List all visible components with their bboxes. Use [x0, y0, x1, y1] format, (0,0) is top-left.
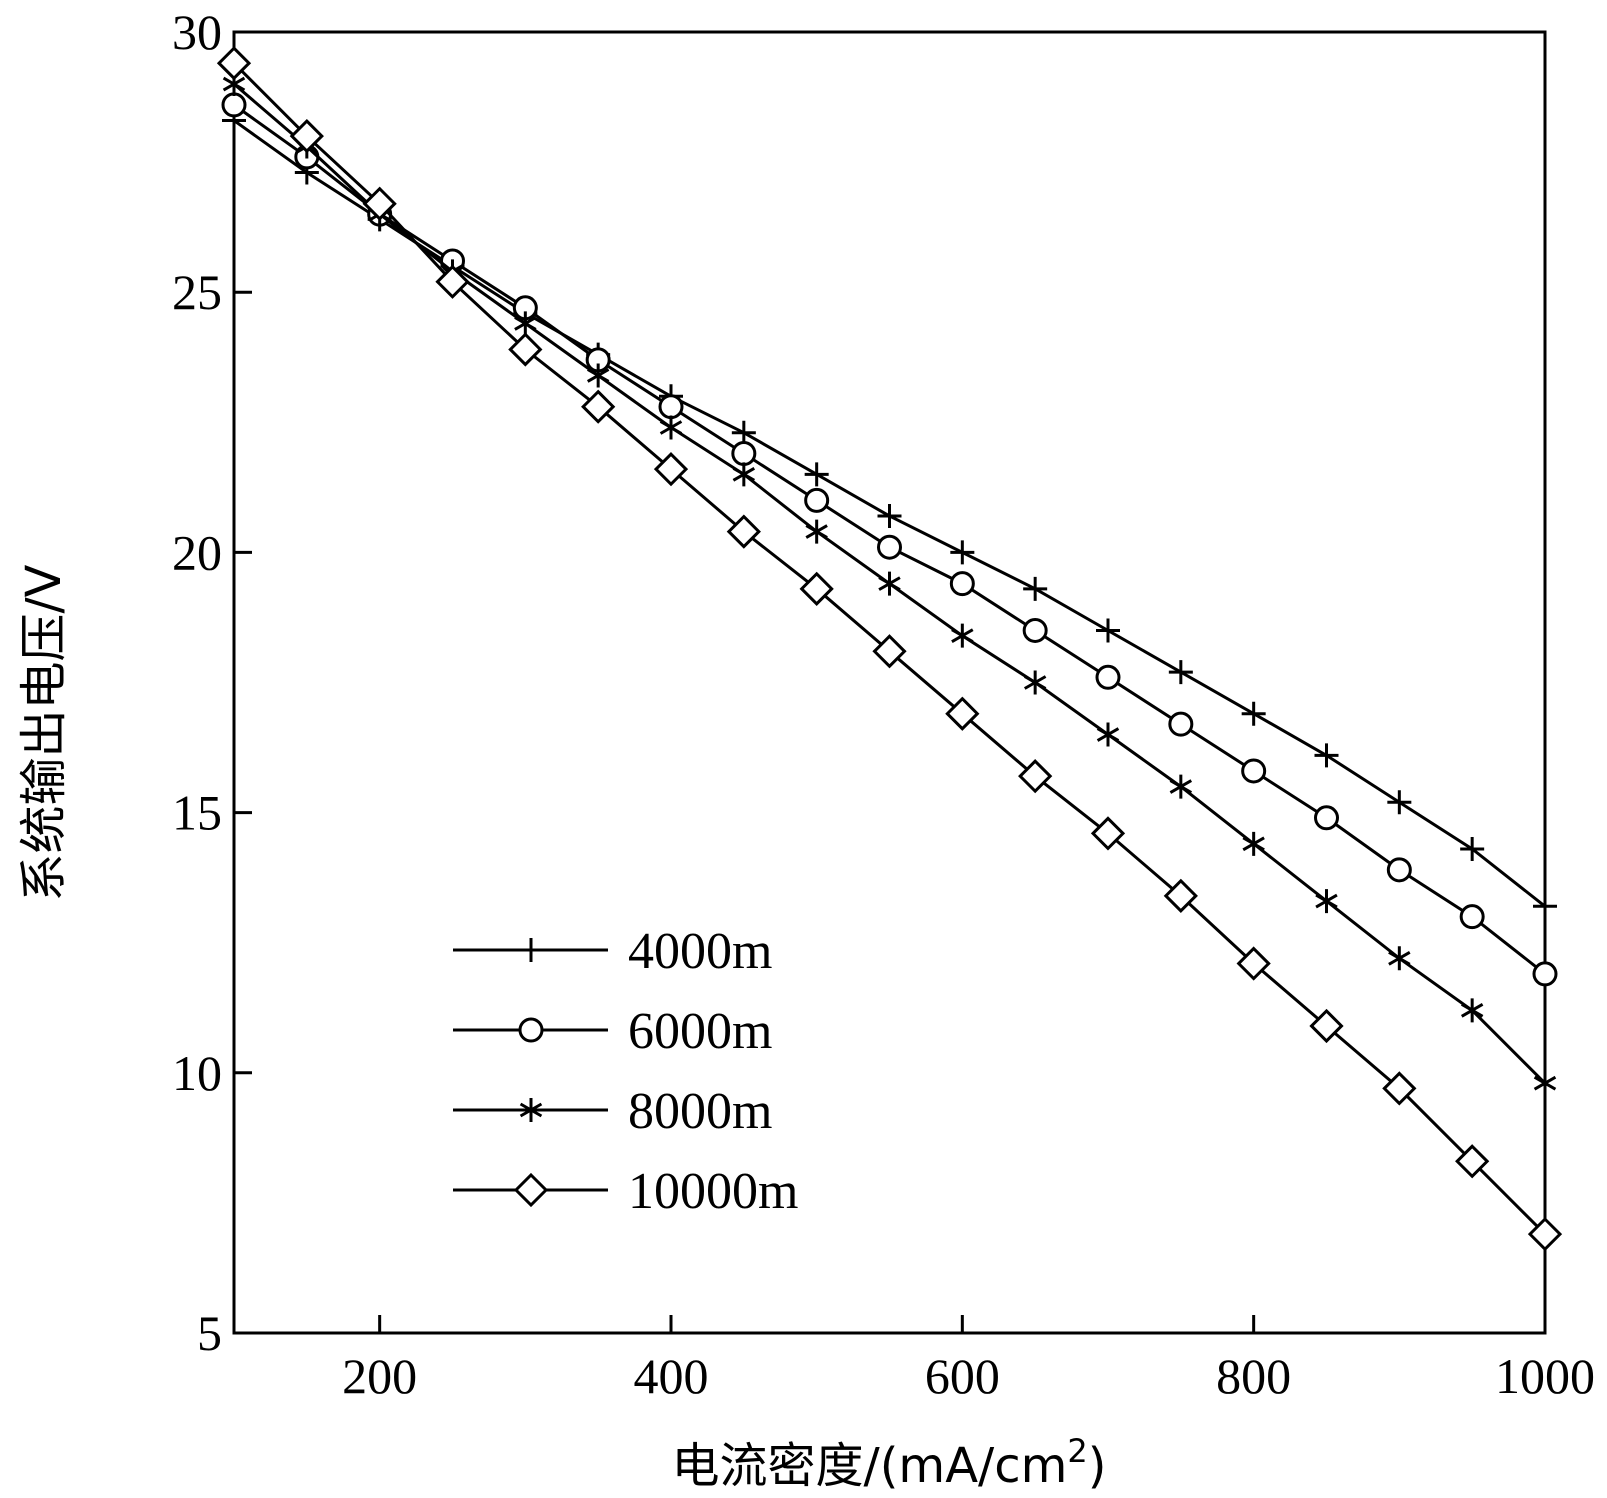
data-point: [872, 634, 907, 669]
data-point: [1527, 1216, 1563, 1252]
data-point: [1241, 758, 1267, 784]
data-point: [945, 696, 980, 731]
data-point: [1241, 701, 1266, 726]
data-point: [435, 264, 470, 299]
data-point: [878, 571, 901, 596]
data-point: [1315, 889, 1338, 914]
series-6000m: [221, 92, 1558, 987]
y-tick-label: 20: [172, 524, 222, 580]
data-point: [653, 452, 689, 487]
data-point: [731, 441, 757, 467]
plot-frame: [232, 30, 1547, 1335]
data-point: [1169, 774, 1193, 799]
data-point: [731, 420, 756, 445]
legend-label: 10000m: [628, 1163, 798, 1220]
data-point: [1242, 831, 1265, 856]
y-tick-label: 10: [172, 1045, 222, 1101]
data-point: [1095, 664, 1121, 690]
series-layer: [216, 46, 1563, 1252]
data-point: [1023, 670, 1047, 695]
x-tick-label: 200: [342, 1348, 417, 1404]
x-tick-label: 400: [634, 1348, 709, 1404]
series-4000m: [222, 108, 1557, 919]
data-point: [726, 514, 761, 549]
data-point: [508, 332, 543, 367]
x-tick-label: 800: [1216, 1348, 1291, 1404]
data-point: [1314, 805, 1339, 831]
series-10000m: [216, 46, 1563, 1252]
legend-marker: [519, 1098, 543, 1122]
series-8000m: [222, 72, 1557, 1096]
data-point: [1386, 857, 1412, 883]
data-point: [804, 462, 829, 487]
y-tick-label: 5: [197, 1305, 222, 1361]
y-tick-label: 30: [172, 4, 222, 60]
data-point: [1387, 790, 1412, 815]
data-point: [1460, 998, 1484, 1023]
legend-label: 4000m: [628, 923, 772, 980]
x-tick-label: 1000: [1495, 1348, 1595, 1404]
x-axis-title-superscript: 2: [1067, 1432, 1087, 1470]
data-point: [514, 311, 537, 336]
x-axis-title: 电流密度/(mA/cm2): [672, 1432, 1107, 1494]
data-point: [805, 519, 828, 544]
data-point: [1096, 618, 1120, 643]
data-point: [1096, 722, 1120, 747]
data-point: [659, 415, 683, 440]
data-point: [1460, 837, 1485, 862]
data-point: [732, 462, 756, 487]
x-axis-title-end: ): [1088, 1438, 1107, 1494]
x-tick-label: 600: [925, 1348, 1000, 1404]
data-point: [1314, 743, 1339, 768]
data-point: [658, 394, 684, 420]
data-point: [1090, 816, 1126, 851]
legend-marker: [513, 1172, 549, 1208]
y-tick-label: 25: [172, 264, 222, 320]
data-point: [1532, 961, 1558, 987]
legend-marker: [518, 1017, 544, 1043]
data-point: [581, 389, 616, 424]
legend-item: 10000m: [453, 1163, 798, 1220]
data-point: [1533, 1071, 1557, 1096]
legend-item: 8000m: [453, 1083, 772, 1140]
x-axis-title-main: 电流密度/(mA/cm: [672, 1438, 1068, 1494]
data-point: [586, 363, 610, 388]
data-point: [362, 186, 397, 221]
data-point: [1455, 1144, 1490, 1179]
legend: 4000m 6000m 8000m 10000m: [453, 923, 798, 1220]
data-point: [1236, 946, 1271, 981]
data-point: [216, 46, 252, 81]
y-axis: 5 10 15 20 25 30: [172, 4, 252, 1361]
y-tick-label: 15: [172, 785, 222, 841]
data-point: [799, 571, 834, 606]
data-point: [949, 571, 975, 597]
data-point: [877, 503, 902, 528]
data-point: [877, 534, 902, 560]
data-point: [1163, 878, 1198, 913]
legend-item: 6000m: [453, 1003, 772, 1060]
data-point: [1459, 904, 1485, 930]
data-point: [221, 92, 247, 118]
data-point: [1168, 711, 1194, 737]
y-axis-title: 系统输出电压/V: [16, 564, 72, 901]
data-point: [951, 623, 974, 648]
data-point: [1382, 1071, 1417, 1106]
data-point: [950, 540, 975, 565]
data-point: [1388, 946, 1411, 971]
legend-label: 6000m: [628, 1003, 772, 1060]
legend-item: 4000m: [453, 923, 772, 980]
data-point: [1309, 1008, 1344, 1044]
data-point: [1023, 576, 1048, 601]
legend-marker: [519, 938, 543, 962]
data-point: [289, 118, 324, 154]
data-point: [1533, 894, 1557, 919]
data-point: [1018, 759, 1053, 794]
data-point: [1168, 660, 1193, 685]
legend-label: 8000m: [628, 1083, 772, 1140]
x-axis: 200 400 600 800 1000: [342, 1315, 1595, 1404]
data-point: [1022, 617, 1048, 643]
data-point: [804, 487, 830, 513]
